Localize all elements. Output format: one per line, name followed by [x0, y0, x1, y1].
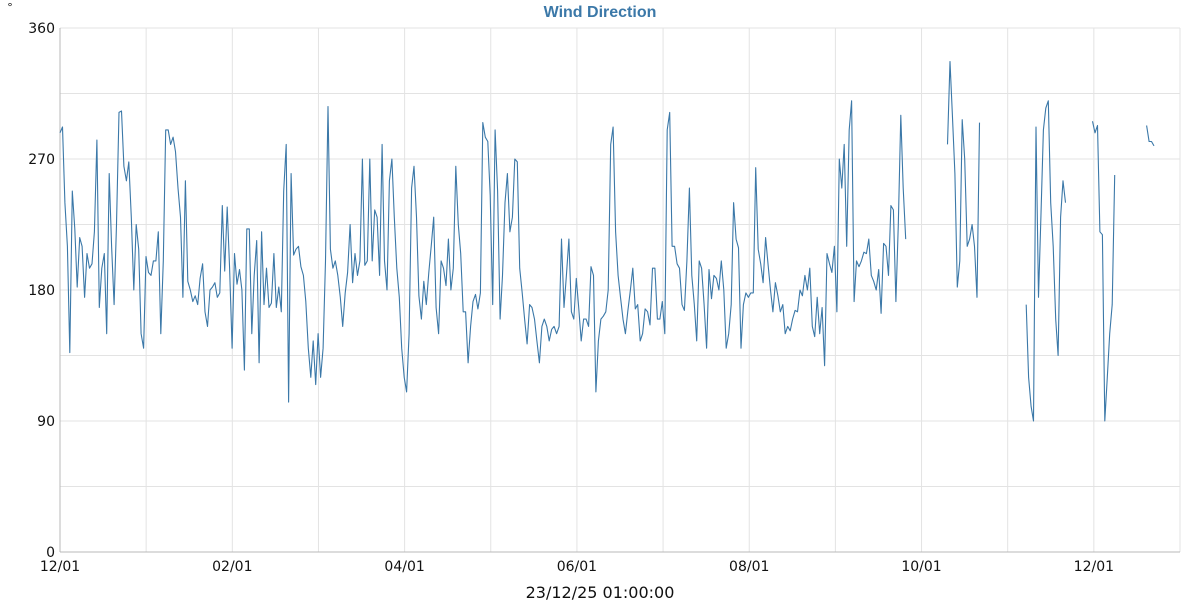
wind-direction-series — [59, 60, 1155, 422]
y-axis-unit-label: ° — [7, 1, 13, 14]
chart-title: Wind Direction — [544, 4, 657, 21]
y-tick-label: 0 — [46, 545, 55, 561]
timestamp-label: 23/12/25 01:00:00 — [526, 583, 675, 600]
x-axis-ticks: 12/01 02/01 04/01 06/01 08/01 10/01 12/01 — [40, 559, 1114, 575]
axes — [59, 28, 1180, 553]
x-tick-label: 06/01 — [557, 559, 597, 575]
x-tick-label: 10/01 — [901, 559, 941, 575]
grid-lines — [59, 27, 1181, 553]
y-tick-label: 270 — [28, 152, 55, 168]
x-tick-label: 08/01 — [729, 559, 769, 575]
x-tick-label: 12/01 — [40, 559, 80, 575]
y-tick-label: 90 — [37, 414, 55, 430]
x-tick-label: 02/01 — [212, 559, 252, 575]
x-tick-label: 04/01 — [384, 559, 424, 575]
y-tick-label: 360 — [28, 21, 55, 37]
y-tick-label: 180 — [28, 283, 55, 299]
y-axis-ticks: 0 90 180 270 360 — [28, 21, 55, 561]
wind-direction-line — [59, 60, 1155, 422]
x-tick-label: 12/01 — [1074, 559, 1114, 575]
